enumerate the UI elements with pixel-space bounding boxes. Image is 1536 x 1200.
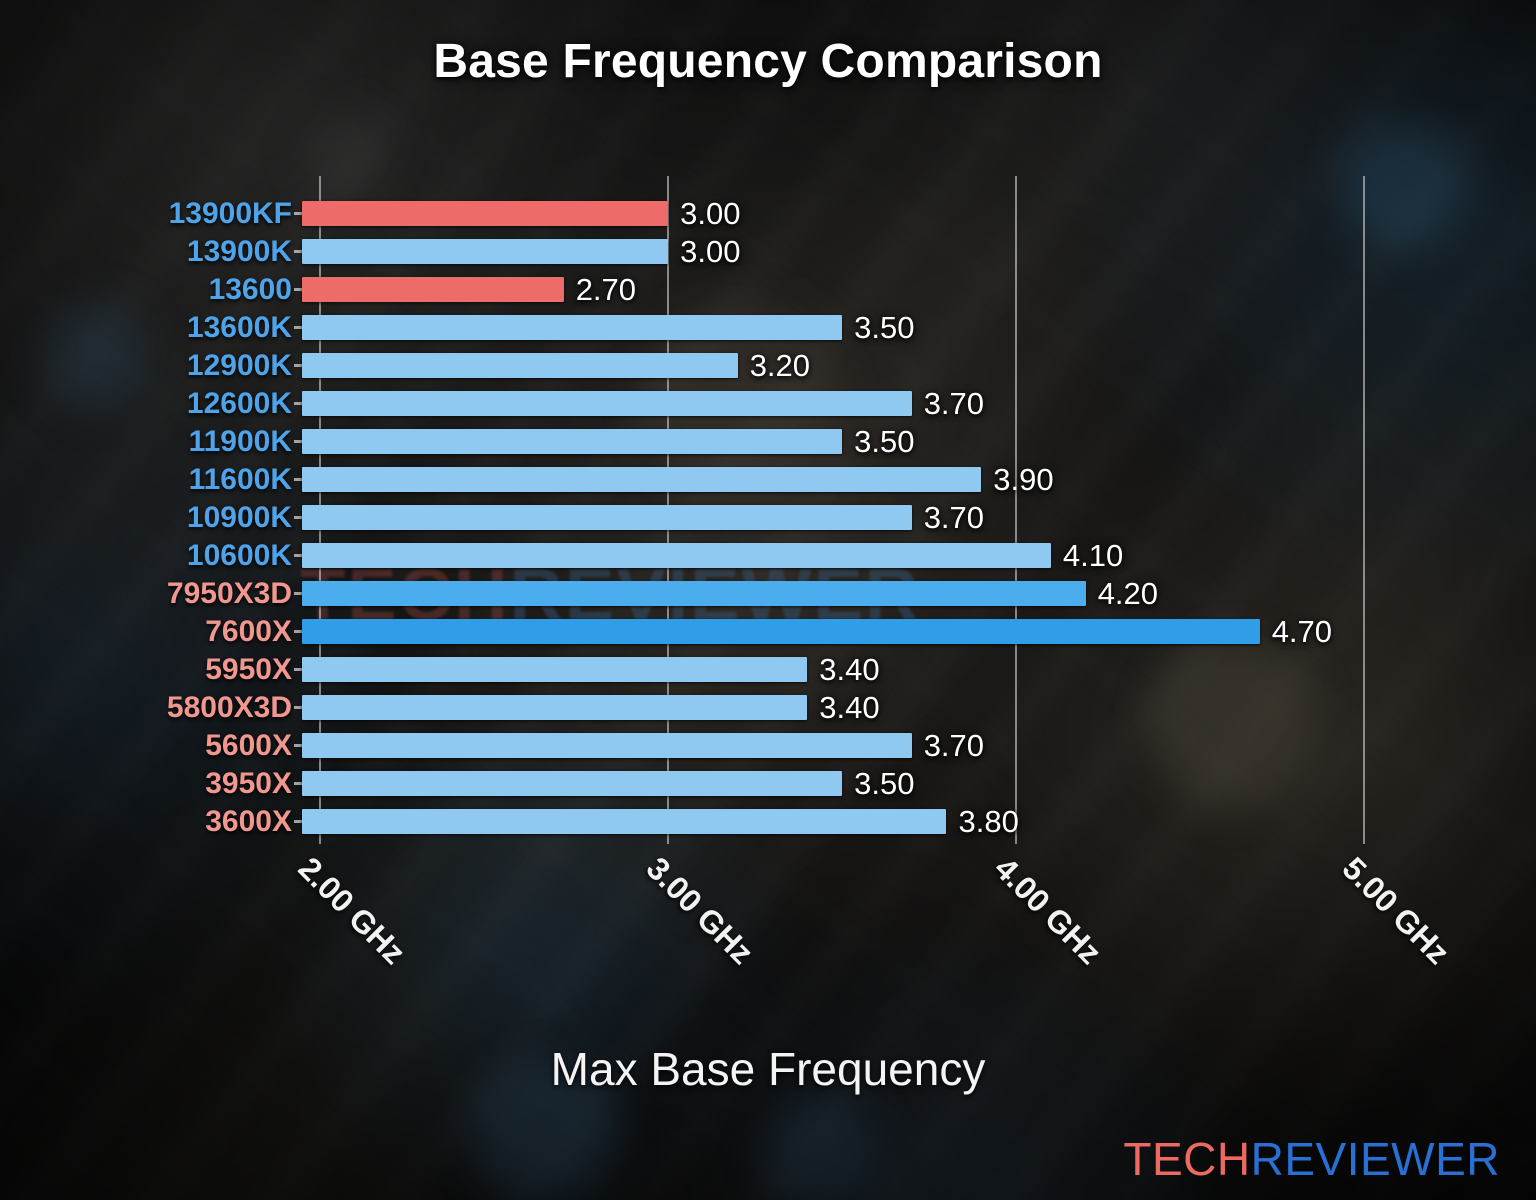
y-axis-label-5950X: 5950X	[205, 653, 292, 686]
bar-13600	[302, 277, 564, 302]
bar-value-11900K: 3.50	[854, 424, 915, 459]
bar-row: 13900KF 3.00	[0, 195, 1536, 233]
y-axis-label-13900KF: 13900KF	[168, 197, 292, 230]
bar-value-13900K: 3.00	[680, 234, 741, 269]
bar-10600K	[302, 543, 1051, 568]
bar-5800X3D	[302, 695, 808, 720]
y-axis-label-5800X3D: 5800X3D	[166, 691, 292, 724]
bar-value-13600: 2.70	[575, 272, 637, 307]
y-axis-label-13900K: 13900K	[186, 235, 292, 268]
bar-7600X	[302, 619, 1260, 644]
logo-reviewer: REVIEWER	[1250, 1133, 1500, 1185]
y-tick-mark	[294, 212, 303, 215]
bar-row: 11600K 3.90	[0, 461, 1536, 499]
y-tick-mark	[294, 364, 303, 367]
logo-tech: TECH	[1123, 1133, 1251, 1185]
y-axis-label-7600X: 7600X	[205, 615, 292, 648]
chart-title: Base Frequency Comparison	[433, 35, 1103, 88]
y-tick-mark	[294, 668, 303, 671]
bar-11600K	[302, 467, 982, 492]
bar-value-7950X3D: 4.20	[1097, 576, 1159, 611]
bar-10900K	[302, 505, 912, 530]
bar-3600X	[302, 809, 947, 834]
bar-value-3600X: 3.80	[958, 804, 1019, 839]
y-tick-mark	[294, 592, 303, 595]
y-axis-label-7950X3D: 7950X3D	[166, 577, 292, 610]
bar-row: 10600K 4.10	[0, 537, 1536, 575]
x-axis-label: Max Base Frequency	[550, 1043, 986, 1095]
bar-value-13600K: 3.50	[854, 310, 915, 345]
x-tick-label-200: 2.00 GHz	[291, 850, 413, 972]
bar-12900K	[302, 353, 738, 378]
x-tick-label-300: 3.00 GHz	[639, 850, 761, 972]
gridline-400	[1015, 176, 1018, 844]
y-tick-mark	[294, 516, 303, 519]
bar-row: 12600K 3.70	[0, 385, 1536, 423]
bar-value-5800X3D: 3.40	[819, 690, 880, 725]
bar-row: 5800X3D 3.40	[0, 689, 1536, 727]
y-tick-mark	[294, 440, 303, 443]
bar-11900K	[302, 429, 843, 454]
bar-13600K	[302, 315, 843, 340]
y-tick-mark	[294, 250, 303, 253]
bar-value-5600X: 3.70	[923, 728, 985, 763]
y-tick-mark	[294, 782, 303, 785]
x-tick-label-500: 5.00 GHz	[1335, 850, 1457, 972]
y-axis-label-13600K: 13600K	[186, 311, 292, 344]
bar-row: 13600K 3.50	[0, 309, 1536, 347]
bar-value-10900K: 3.70	[923, 500, 985, 535]
y-axis-label-10600K: 10600K	[186, 539, 292, 572]
bar-value-10600K: 4.10	[1062, 538, 1124, 573]
bar-5600X	[302, 733, 912, 758]
bar-row: 10900K 3.70	[0, 499, 1536, 537]
bar-row: 5950X 3.40	[0, 651, 1536, 689]
bar-row: 7950X3D 4.20	[0, 575, 1536, 613]
bar-12600K	[302, 391, 912, 416]
bar-7950X3D	[302, 581, 1086, 606]
bar-row: 5600X 3.70	[0, 727, 1536, 765]
techreviewer-logo: TECHREVIEWER	[1123, 1132, 1500, 1186]
x-tick-label-400: 4.00 GHz	[987, 850, 1109, 972]
y-tick-mark	[294, 478, 303, 481]
gridline-500	[1363, 176, 1366, 844]
bar-value-12600K: 3.70	[923, 386, 985, 421]
bar-row: 7600X 4.70	[0, 613, 1536, 651]
y-tick-mark	[294, 326, 303, 329]
y-tick-mark	[294, 706, 303, 709]
bar-row: 11900K 3.50	[0, 423, 1536, 461]
y-axis-label-3600X: 3600X	[205, 805, 292, 838]
bar-13900KF	[302, 201, 669, 226]
bar-value-13900KF: 3.00	[680, 196, 741, 231]
bar-row: 3950X 3.50	[0, 765, 1536, 803]
y-axis-label-11900K: 11900K	[188, 425, 292, 458]
bar-row: 12900K 3.20	[0, 347, 1536, 385]
bar-row: 13600 2.70	[0, 271, 1536, 309]
bar-value-7600X: 4.70	[1271, 614, 1333, 649]
y-tick-mark	[294, 288, 303, 291]
y-axis-label-11600K: 11600K	[188, 463, 292, 496]
y-axis-label-10900K: 10900K	[186, 501, 292, 534]
y-tick-mark	[294, 402, 303, 405]
bar-value-11600K: 3.90	[993, 462, 1054, 497]
bar-13900K	[302, 239, 669, 264]
y-tick-mark	[294, 820, 303, 823]
y-axis-label-3950X: 3950X	[205, 767, 292, 800]
bar-row: 3600X 3.80	[0, 803, 1536, 841]
bar-value-3950X: 3.50	[854, 766, 915, 801]
y-axis-label-12900K: 12900K	[186, 349, 292, 382]
y-tick-mark	[294, 630, 303, 633]
y-axis-label-13600: 13600	[208, 273, 292, 306]
bar-row: 13900K 3.00	[0, 233, 1536, 271]
bar-3950X	[302, 771, 843, 796]
y-axis-label-12600K: 12600K	[186, 387, 292, 420]
y-tick-mark	[294, 554, 303, 557]
bar-5950X	[302, 657, 808, 682]
y-tick-mark	[294, 744, 303, 747]
y-axis-label-5600X: 5600X	[205, 729, 292, 762]
bar-value-5950X: 3.40	[819, 652, 880, 687]
bar-value-12900K: 3.20	[749, 348, 811, 383]
